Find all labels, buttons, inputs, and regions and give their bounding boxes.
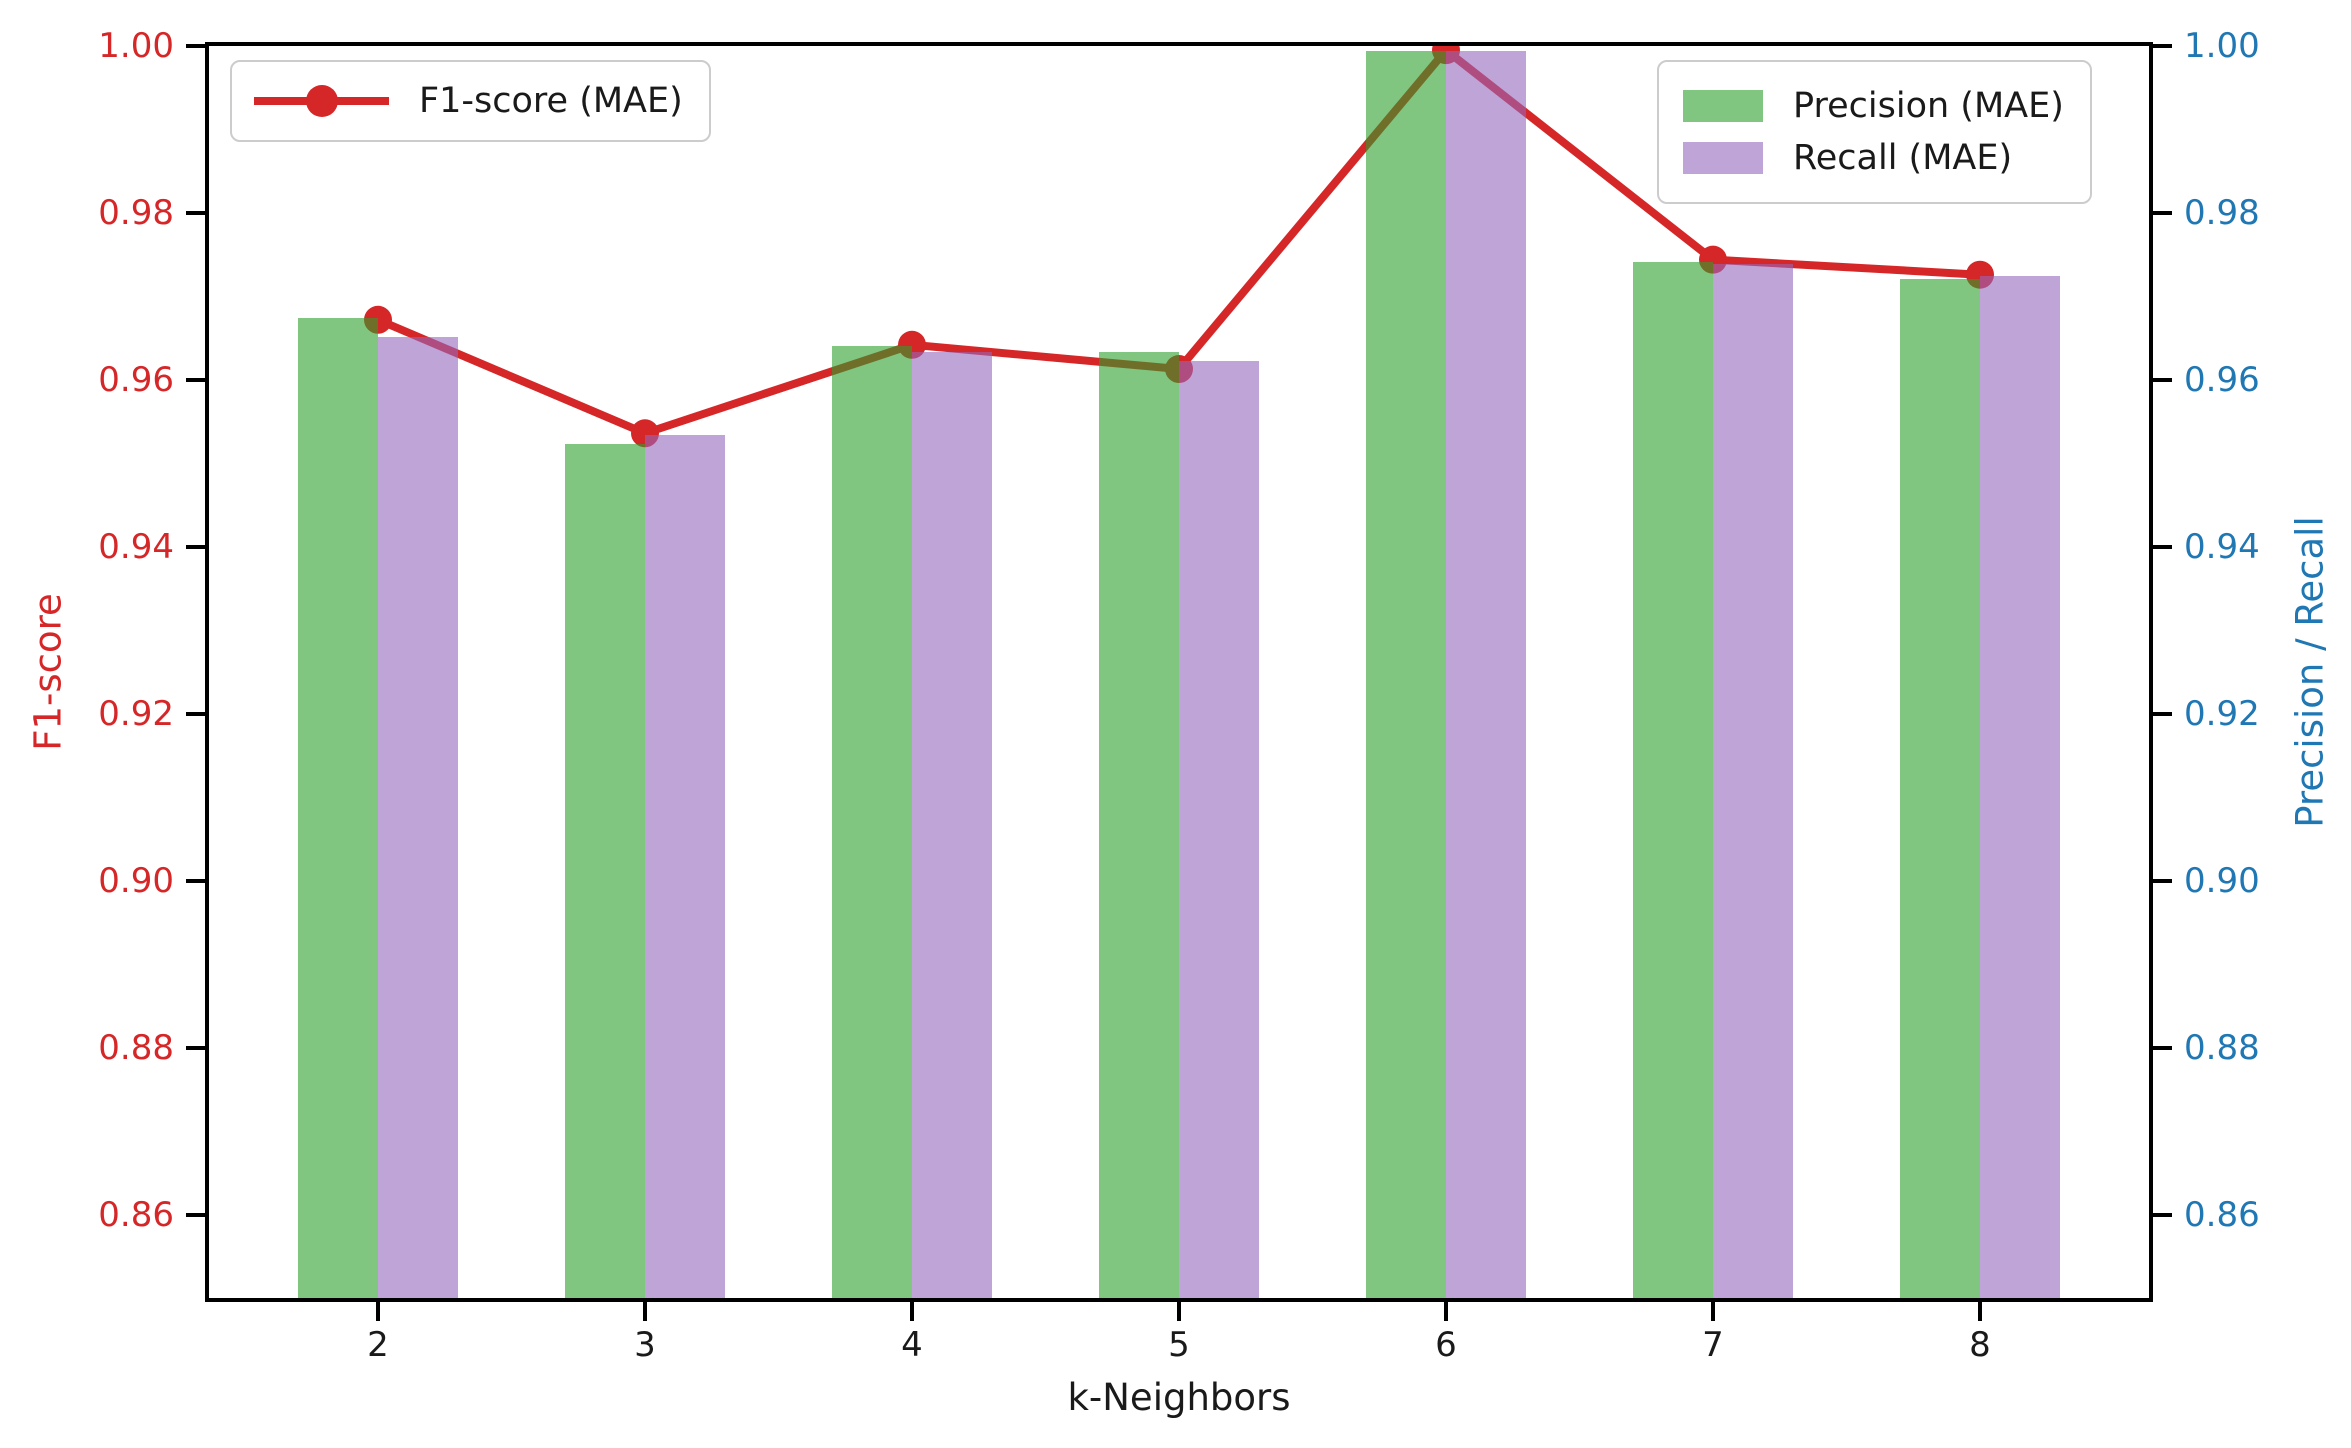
precision-swatch-icon bbox=[1683, 90, 1763, 122]
y-tick-mark-right bbox=[2153, 377, 2172, 382]
recall-bar bbox=[1446, 51, 1526, 1298]
y-tick-label-left: 0.96 bbox=[98, 359, 174, 400]
legend-f1: F1-score (MAE) bbox=[230, 60, 711, 142]
legend-label-recall: Recall (MAE) bbox=[1793, 138, 2013, 178]
plot-area: F1-score (MAE) Precision (MAE) Recall (M… bbox=[205, 42, 2153, 1302]
legend-label-precision: Precision (MAE) bbox=[1793, 86, 2064, 126]
legend-bars: Precision (MAE) Recall (MAE) bbox=[1657, 60, 2092, 204]
precision-bar bbox=[1900, 278, 1980, 1298]
x-tick-mark bbox=[1711, 1302, 1715, 1321]
y-tick-label-right: 0.88 bbox=[2184, 1027, 2260, 1068]
y-tick-mark-right bbox=[2153, 210, 2172, 215]
legend-item-precision: Precision (MAE) bbox=[1683, 80, 2064, 132]
y-tick-mark-left bbox=[186, 878, 205, 883]
y-tick-label-left: 0.88 bbox=[98, 1027, 174, 1068]
f1-line-sample bbox=[254, 85, 389, 117]
recall-bar bbox=[1713, 263, 1793, 1298]
y-tick-mark-left bbox=[186, 377, 205, 382]
x-tick-mark bbox=[1177, 1302, 1181, 1321]
x-tick-label: 7 bbox=[1702, 1325, 1724, 1365]
y-tick-label-left: 0.90 bbox=[98, 860, 174, 901]
y-tick-label-right: 0.96 bbox=[2184, 359, 2260, 400]
y-tick-mark-left bbox=[186, 1045, 205, 1050]
precision-bar bbox=[1366, 51, 1446, 1298]
x-tick-mark bbox=[643, 1302, 647, 1321]
x-tick-label: 4 bbox=[901, 1325, 923, 1365]
x-tick-label: 6 bbox=[1435, 1325, 1457, 1365]
x-tick-mark bbox=[1444, 1302, 1448, 1321]
right-axis-title: Precision / Recall bbox=[2288, 516, 2332, 828]
y-tick-mark-right bbox=[2153, 1212, 2172, 1217]
legend-item-recall: Recall (MAE) bbox=[1683, 132, 2064, 184]
y-tick-mark-left bbox=[186, 210, 205, 215]
y-tick-mark-left bbox=[186, 44, 205, 48]
y-tick-label-right: 0.94 bbox=[2184, 526, 2260, 567]
left-axis-title: F1-score bbox=[26, 593, 70, 751]
y-tick-mark-right bbox=[2153, 878, 2172, 883]
y-tick-mark-left bbox=[186, 544, 205, 549]
x-tick-label: 3 bbox=[634, 1325, 656, 1365]
x-tick-mark bbox=[910, 1302, 914, 1321]
legend-item-f1: F1-score (MAE) bbox=[254, 78, 683, 124]
recall-bar bbox=[378, 337, 458, 1298]
x-axis-title: k-Neighbors bbox=[1067, 1376, 1291, 1419]
y-tick-label-right: 0.98 bbox=[2184, 192, 2260, 233]
f1-marker-icon bbox=[305, 85, 338, 117]
recall-swatch-icon bbox=[1683, 142, 1763, 174]
y-tick-mark-right bbox=[2153, 44, 2172, 48]
x-tick-label: 2 bbox=[367, 1325, 389, 1365]
y-tick-label-right: 0.90 bbox=[2184, 860, 2260, 901]
precision-bar bbox=[1633, 262, 1713, 1298]
x-tick-label: 8 bbox=[1969, 1325, 1991, 1365]
recall-bar bbox=[1980, 276, 2060, 1298]
y-tick-label-left: 0.98 bbox=[98, 192, 174, 233]
precision-bar bbox=[565, 444, 645, 1298]
x-tick-mark bbox=[1978, 1302, 1982, 1321]
bars-layer bbox=[209, 46, 2149, 1298]
precision-bar bbox=[298, 318, 378, 1298]
y-tick-mark-right bbox=[2153, 711, 2172, 716]
y-tick-label-left: 0.92 bbox=[98, 693, 174, 734]
y-tick-mark-left bbox=[186, 1212, 205, 1217]
recall-bar bbox=[645, 434, 725, 1298]
legend-label-f1: F1-score (MAE) bbox=[419, 81, 683, 121]
x-tick-mark bbox=[376, 1302, 380, 1321]
y-tick-mark-right bbox=[2153, 1045, 2172, 1050]
recall-bar bbox=[1179, 360, 1259, 1298]
y-tick-mark-left bbox=[186, 711, 205, 716]
x-tick-label: 5 bbox=[1168, 1325, 1190, 1365]
y-tick-label-right: 0.86 bbox=[2184, 1194, 2260, 1235]
y-tick-label-left: 0.94 bbox=[98, 526, 174, 567]
y-tick-label-left: 1.00 bbox=[98, 26, 174, 66]
y-tick-label-right: 0.92 bbox=[2184, 693, 2260, 734]
y-tick-mark-right bbox=[2153, 544, 2172, 549]
recall-bar bbox=[912, 351, 992, 1298]
y-tick-label-left: 0.86 bbox=[98, 1194, 174, 1235]
y-tick-label-right: 1.00 bbox=[2184, 26, 2260, 66]
precision-bar bbox=[832, 345, 912, 1298]
precision-bar bbox=[1099, 352, 1179, 1298]
